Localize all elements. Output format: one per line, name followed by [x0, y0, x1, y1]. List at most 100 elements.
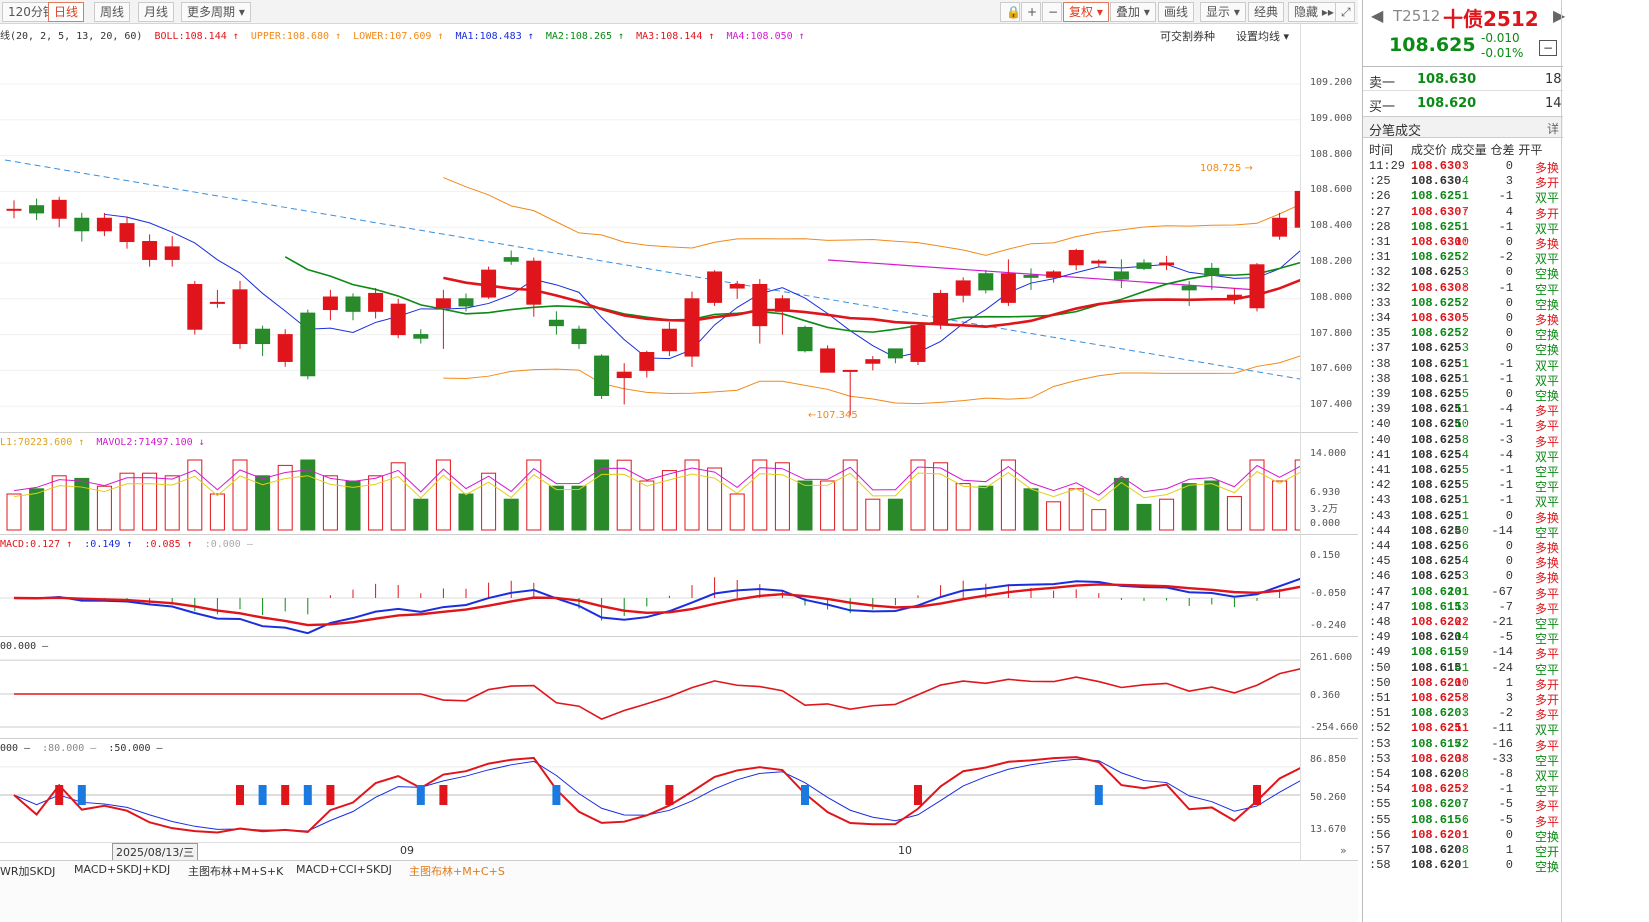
set-ma-dropdown[interactable]: 设置均线 ▾	[1236, 30, 1290, 43]
macd-chart	[0, 577, 1300, 634]
tick-oi-change: -16	[1491, 736, 1513, 751]
volume-bar	[1113, 477, 1129, 531]
tick-row: :32 108.625 3 0 空换	[1369, 265, 1561, 282]
tick-type: 多开	[1535, 177, 1560, 192]
tick-price: 108.625↓	[1411, 219, 1469, 234]
tick-price: 108.620↓	[1411, 584, 1469, 599]
tick-price: 108.625	[1411, 402, 1462, 417]
col-type: 开平	[1518, 143, 1543, 157]
volume-bar	[548, 485, 564, 531]
candle-body	[209, 301, 225, 304]
tick-volume: 11	[1454, 721, 1469, 736]
tick-volume: 1	[1461, 858, 1469, 873]
volume-bar	[616, 459, 632, 531]
tick-type: 双平	[1535, 192, 1560, 207]
tick-price: 108.625	[1411, 356, 1462, 371]
tick-row: :44 108.625 6 0 多换	[1369, 539, 1561, 556]
lower-value: LOWER:107.609 ↑	[353, 31, 444, 42]
tick-time: :39	[1369, 402, 1391, 417]
fullscreen-icon[interactable]: ⤢	[1335, 2, 1355, 22]
tick-time: :47	[1369, 599, 1391, 614]
cci-axis-mid: 0.360	[1310, 690, 1341, 701]
kdj-chart	[0, 756, 1300, 834]
prev-contract-icon[interactable]: ◀	[1371, 6, 1384, 25]
candle-body	[1068, 249, 1084, 266]
detail-button[interactable]: 详	[1547, 122, 1560, 136]
tick-row: :27 108.630↑ 7 4 多开	[1369, 205, 1561, 222]
zoom-out-icon[interactable]: −	[1042, 2, 1062, 22]
classic-button[interactable]: 经典	[1248, 2, 1285, 22]
tick-row: :53 108.615↓ 72 -16 多平	[1369, 736, 1561, 754]
next-contract-icon[interactable]: ▶	[1553, 6, 1566, 25]
tick-row: :54 108.620 8 -8 双平	[1369, 767, 1561, 784]
diff-value: :0.149 ↑	[84, 539, 133, 550]
candle-body	[1272, 217, 1288, 237]
price-change-pct: -0.01%	[1481, 46, 1524, 60]
volume-bar	[729, 493, 745, 531]
volume-bar	[707, 467, 723, 531]
price-tick: 109.200	[1310, 77, 1353, 88]
volume-bar	[413, 498, 429, 531]
tick-row: :39 108.625 5 0 空换	[1369, 387, 1561, 404]
vol-ma2-line	[13, 464, 1300, 496]
draw-line-button[interactable]: 画线	[1158, 2, 1195, 22]
overlay-dropdown[interactable]: 叠加 ▾	[1110, 2, 1156, 22]
zoom-in-icon[interactable]: +	[1021, 2, 1041, 22]
tick-type: 空换	[1535, 830, 1560, 845]
period-daily[interactable]: 日线	[48, 2, 85, 22]
candle-body	[707, 271, 723, 303]
ma1-value: MA1:108.483 ↑	[455, 31, 534, 42]
kdj-cross-marker	[416, 785, 425, 805]
tick-volume: 4	[1461, 447, 1469, 462]
volume-bar	[458, 493, 474, 531]
tab-boll-m-c-s[interactable]: 主图布林+M+C+S	[409, 865, 505, 878]
tick-oi-change: 0	[1505, 295, 1513, 310]
volume-bar	[1091, 509, 1107, 531]
period-monthly[interactable]: 月线	[138, 2, 175, 22]
period-120min[interactable]: 120分钟	[2, 2, 61, 22]
more-periods-dropdown[interactable]: 更多周期 ▾	[181, 2, 251, 22]
tick-time: :49	[1369, 630, 1391, 645]
candle-body	[481, 269, 497, 298]
tick-row: :48 108.620↑ 22 -21 空平	[1369, 615, 1561, 632]
tick-row: :47 108.615↓ 13 -7 多平	[1369, 599, 1561, 617]
lock-icon[interactable]: 🔒	[1000, 2, 1021, 22]
tick-price: 108.625	[1411, 539, 1462, 553]
tab-macd-cci-skdj[interactable]: MACD+CCI+SKDJ	[296, 863, 392, 876]
kdj-cross-marker	[1094, 785, 1103, 805]
tick-volume: 3	[1461, 569, 1469, 584]
candle-body	[1204, 267, 1220, 277]
hide-button[interactable]: 隐藏 ▸▸	[1288, 2, 1340, 22]
tab-wr-skdj[interactable]: WR加SKDJ	[0, 865, 56, 878]
tick-type: 多换	[1535, 557, 1560, 572]
tick-row: :50 108.620↑ 10 1 多开	[1369, 676, 1561, 693]
deliverable-bonds-link[interactable]: 可交割券种	[1160, 30, 1215, 43]
tick-row: :38 108.625 1 -1 双平	[1369, 356, 1561, 374]
tick-price: 108.625	[1411, 478, 1462, 493]
tab-boll-m-s-k[interactable]: 主图布林+M+S+K	[188, 865, 284, 878]
price-tick: 107.400	[1310, 399, 1353, 411]
candlestick-chart[interactable]	[0, 44, 1300, 430]
candle-body	[232, 289, 248, 345]
date-tick-09: 09	[400, 844, 414, 857]
tick-volume: 1	[1461, 827, 1469, 842]
adjust-dropdown[interactable]: 复权 ▾	[1063, 2, 1109, 22]
kdj-axis-top: 86.850	[1310, 754, 1347, 765]
volume-bar	[684, 459, 700, 531]
tick-time: :44	[1369, 523, 1391, 538]
tick-volume: 101	[1447, 584, 1469, 599]
tick-type: 双平	[1535, 496, 1560, 511]
tick-price: 108.625↓	[1411, 326, 1469, 341]
tick-volume: 8	[1461, 843, 1469, 857]
volume-bar	[978, 485, 994, 531]
tab-macd-skdj-kdj[interactable]: MACD+SKDJ+KDJ	[74, 863, 171, 876]
tick-time: :45	[1369, 554, 1391, 569]
scroll-right-icon[interactable]: »	[1340, 844, 1347, 857]
period-weekly[interactable]: 周线	[94, 2, 131, 22]
col-time: 时间	[1369, 143, 1394, 157]
tick-time: :50	[1369, 660, 1391, 675]
candle-body	[74, 217, 90, 232]
volume-bar	[481, 472, 497, 531]
minus-icon[interactable]: −	[1539, 40, 1557, 56]
display-dropdown[interactable]: 显示 ▾	[1200, 2, 1246, 22]
